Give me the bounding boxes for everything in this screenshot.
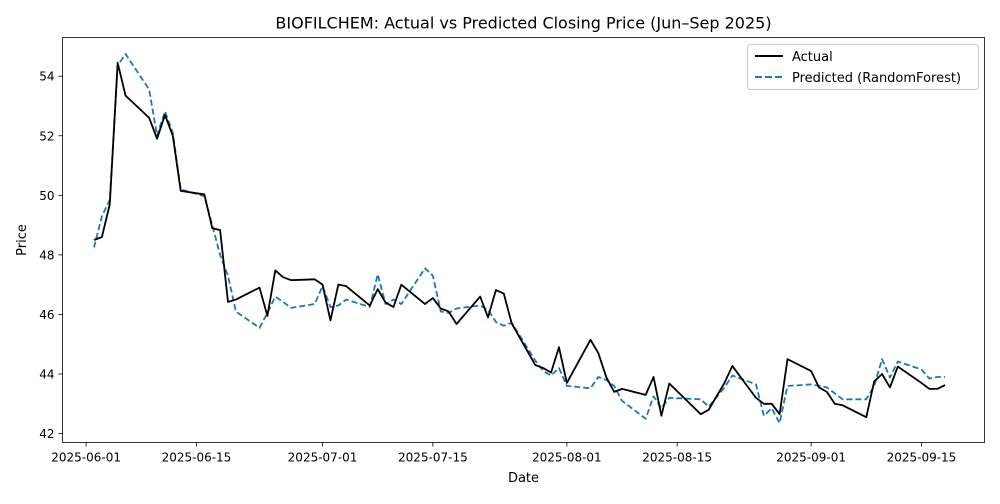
legend-label-predicted: Predicted (RandomForest) [792,71,961,86]
y-tick-label: 52 [39,129,54,143]
y-tick-label: 50 [39,189,54,203]
x-tick-label: 2025-08-15 [642,451,712,465]
x-axis: 2025-06-01 2025-06-15 2025-07-01 2025-07-15… [51,442,957,465]
x-tick-label: 2025-07-15 [398,451,468,465]
x-tick-label: 2025-06-01 [51,451,121,465]
series-layer [93,52,946,425]
y-tick-label: 46 [39,308,54,322]
x-tick-label: 2025-09-01 [776,451,846,465]
y-tick-label: 44 [39,368,54,382]
y-axis-label: Price [15,224,30,256]
legend-box [747,44,979,90]
x-axis-label: Date [508,471,539,486]
y-tick-label: 42 [39,427,54,441]
x-tick-label: 2025-06-15 [162,451,232,465]
y-axis: 42 44 46 48 50 52 54 [39,70,63,441]
plot-frame [62,37,985,443]
chart-title: BIOFILCHEM: Actual vs Predicted Closing … [275,14,771,33]
y-tick-label: 54 [39,70,54,84]
x-tick-label: 2025-07-01 [288,451,358,465]
series-line-actual [93,61,946,419]
legend: Actual Predicted (RandomForest) [747,44,979,90]
x-tick-label: 2025-08-01 [532,451,602,465]
y-tick-label: 48 [39,248,54,262]
series-line-predicted [93,52,946,425]
legend-label-actual: Actual [792,50,833,65]
x-tick-label: 2025-09-15 [887,451,957,465]
